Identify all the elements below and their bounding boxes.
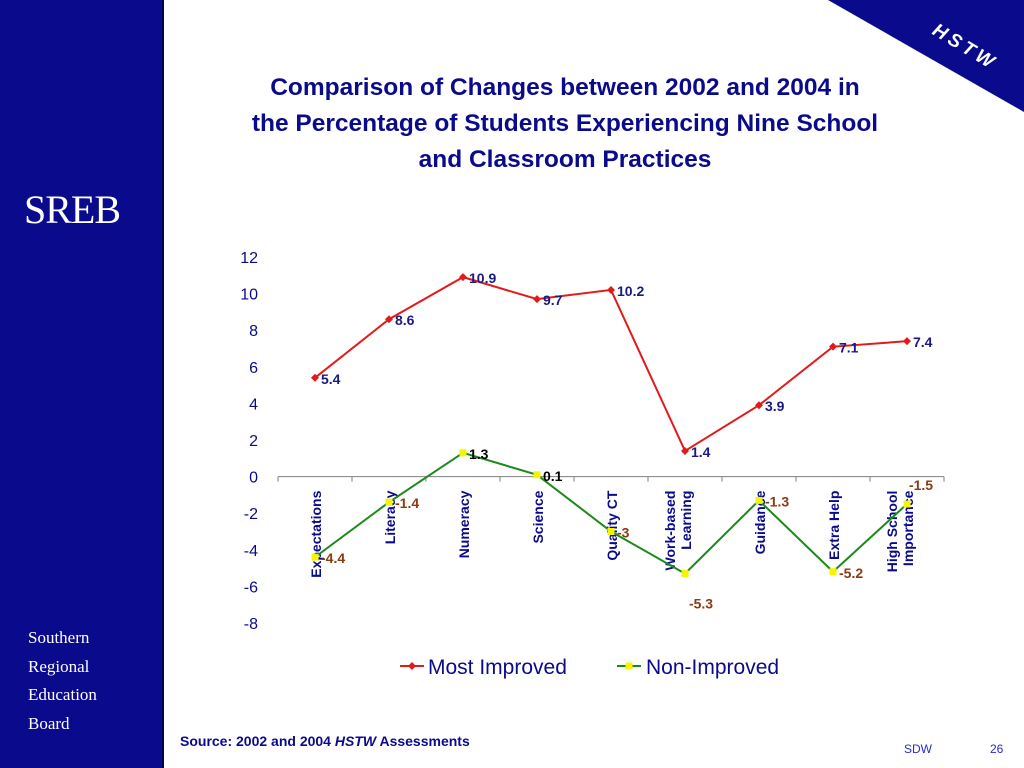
data-point-non-improved: [311, 553, 319, 561]
x-category-label: Numeracy: [456, 490, 472, 558]
legend-marker-most-improved: [408, 662, 416, 670]
data-point-non-improved: [829, 568, 837, 576]
data-point-most-improved: [533, 295, 541, 304]
legend-label-most-improved: Most Improved: [428, 656, 567, 679]
sidebar: SREB Southern Regional Education Board: [0, 0, 164, 768]
data-label-non-improved: -5.2: [839, 565, 863, 581]
source-prefix: Source: 2002 and 2004: [180, 733, 335, 749]
sreb-logo: SREB: [24, 187, 121, 232]
data-label-most-improved: 7.1: [839, 340, 859, 356]
data-point-most-improved: [311, 373, 319, 382]
data-point-most-improved: [681, 446, 689, 455]
data-label-non-improved: 0.1: [543, 468, 563, 484]
data-point-most-improved: [607, 285, 615, 294]
y-tick-label: 8: [249, 323, 258, 340]
data-point-non-improved: [385, 498, 393, 506]
data-point-most-improved: [829, 342, 837, 351]
source-note: Source: 2002 and 2004 HSTW Assessments: [180, 733, 470, 749]
org-line: Regional: [28, 656, 90, 676]
data-label-non-improved: -1.3: [765, 493, 789, 509]
x-category-label: Work-basedLearning: [662, 491, 694, 571]
data-label-non-improved: -4.4: [321, 550, 345, 566]
data-point-non-improved: [681, 570, 689, 578]
series-line-most-improved: [314, 276, 908, 453]
data-label-non-improved: -5.3: [689, 596, 713, 612]
page-number: 26: [990, 742, 1004, 756]
legend-marker-non-improved: [625, 662, 633, 670]
y-tick-label: -2: [244, 506, 258, 523]
x-category-label: Science: [530, 490, 546, 543]
title-line: the Percentage of Students Experiencing …: [251, 110, 879, 137]
data-label-non-improved: 1.3: [469, 446, 489, 462]
y-tick-label: 0: [249, 470, 258, 487]
x-category-label: Quality CT: [604, 490, 620, 560]
page-title: Comparison of Changes between 2002 and 2…: [190, 70, 940, 178]
source-italic: HSTW: [334, 733, 377, 749]
legend-label-non-improved: Non-Improved: [646, 656, 779, 679]
data-point-non-improved: [459, 449, 467, 457]
org-line: Education: [28, 685, 97, 704]
x-category-label: Extra Help: [826, 491, 842, 560]
data-point-non-improved: [903, 500, 911, 508]
data-label-most-improved: 3.9: [765, 398, 785, 414]
data-point-most-improved: [903, 337, 911, 346]
data-label-most-improved: 5.4: [321, 371, 341, 387]
y-tick-label: 6: [249, 360, 258, 377]
y-tick-label: 10: [240, 287, 258, 304]
data-label-non-improved: -3: [617, 525, 630, 541]
org-line: Board: [28, 713, 70, 733]
footer-initials: SDW: [904, 742, 932, 756]
data-label-most-improved: 7.4: [913, 334, 933, 350]
y-tick-label: -4: [244, 543, 258, 560]
source-suffix: Assessments: [376, 733, 470, 749]
data-label-non-improved: -1.4: [395, 495, 419, 511]
x-category-label: High SchoolImportance: [884, 490, 916, 572]
organization-name: Southern Regional Education Board: [28, 624, 97, 738]
data-label-non-improved: -1.5: [909, 477, 933, 493]
data-point-non-improved: [607, 528, 615, 535]
title-line: Comparison of Changes between 2002 and 2…: [270, 74, 860, 101]
y-tick-label: 4: [249, 396, 258, 413]
y-tick-label: -8: [244, 616, 258, 633]
title-line: and Classroom Practices: [418, 146, 712, 173]
y-tick-label: 12: [240, 250, 258, 267]
y-tick-label: 2: [249, 433, 258, 450]
org-line: Southern: [28, 628, 90, 647]
data-label-most-improved: 1.4: [691, 444, 711, 460]
data-label-most-improved: 10.9: [469, 270, 496, 286]
data-label-most-improved: 9.7: [543, 292, 563, 308]
data-label-most-improved: 10.2: [617, 283, 644, 299]
data-point-most-improved: [385, 315, 393, 324]
data-label-most-improved: 8.6: [395, 312, 415, 328]
data-point-non-improved: [533, 471, 541, 479]
data-point-most-improved: [459, 273, 467, 282]
data-point-non-improved: [755, 496, 763, 504]
y-tick-label: -6: [244, 579, 258, 596]
data-point-most-improved: [755, 401, 763, 410]
